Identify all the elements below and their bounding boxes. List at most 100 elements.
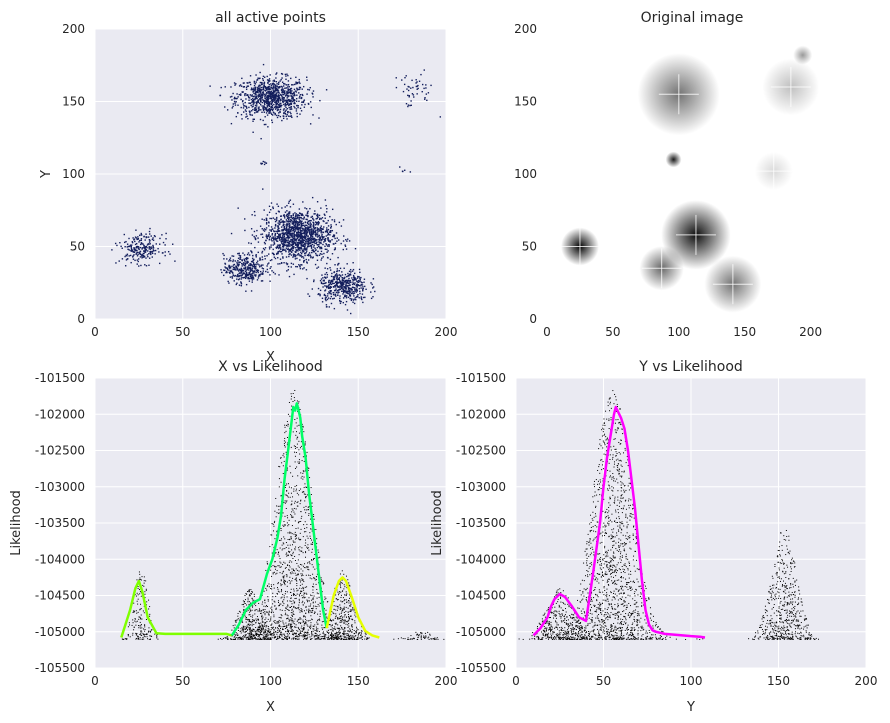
scatter-point: [312, 257, 314, 259]
scatter-point: [296, 218, 298, 220]
scatter-point: [311, 196, 314, 199]
scatter-point: [282, 221, 285, 223]
likelihood-point: [284, 583, 286, 585]
likelihood-point: [272, 627, 274, 629]
scatter-point: [411, 79, 413, 82]
scatter-point: [276, 230, 278, 233]
scatter-point: [238, 93, 240, 96]
scatter-point: [293, 273, 295, 276]
likelihood-point: [298, 636, 300, 638]
scatter-point: [268, 83, 270, 86]
scatter-point: [284, 110, 287, 112]
likelihood-point: [293, 445, 295, 447]
likelihood-point: [137, 586, 139, 588]
likelihood-point: [298, 598, 300, 600]
scatter-point: [243, 111, 245, 113]
likelihood-point: [246, 610, 248, 612]
scatter-point: [253, 102, 255, 105]
scatter-point: [304, 235, 306, 237]
scatter-point: [333, 297, 335, 300]
scatter-point: [249, 270, 252, 273]
scatter-point: [304, 238, 307, 240]
likelihood-point: [311, 608, 313, 610]
scatter-point: [278, 244, 280, 247]
scatter-point: [248, 277, 251, 280]
scatter-point: [316, 229, 319, 231]
scatter-point: [308, 223, 310, 226]
scatter-point: [407, 89, 410, 92]
scatter-point: [303, 106, 306, 108]
likelihood-point: [288, 519, 290, 521]
scatter-point: [276, 245, 278, 248]
scatter-point: [315, 235, 317, 237]
likelihood-point: [292, 475, 294, 477]
scatter-point: [283, 239, 286, 241]
scatter-point: [274, 237, 276, 239]
scatter-point: [300, 240, 303, 242]
likelihood-point: [311, 543, 313, 545]
scatter-point: [290, 91, 292, 93]
scatter-point: [255, 106, 257, 109]
likelihood-point: [273, 600, 275, 602]
likelihood-point: [282, 524, 284, 526]
scatter-point: [274, 218, 276, 221]
likelihood-point: [300, 573, 302, 575]
likelihood-point: [312, 559, 314, 561]
likelihood-point: [286, 421, 288, 423]
scatter-point: [356, 289, 358, 291]
likelihood-point: [140, 579, 142, 581]
scatter-point: [141, 248, 143, 250]
scatter-point: [238, 261, 240, 263]
scatter-point: [248, 242, 250, 244]
scatter-point: [320, 218, 322, 220]
likelihood-point: [306, 634, 308, 636]
scatter-point: [299, 237, 302, 239]
likelihood-point: [290, 393, 292, 395]
likelihood-point: [311, 631, 313, 633]
likelihood-point: [280, 583, 282, 585]
likelihood-point: [331, 635, 333, 637]
likelihood-point: [282, 605, 284, 607]
scatter-point: [335, 273, 338, 275]
likelihood-point: [277, 590, 279, 592]
likelihood-point: [306, 609, 308, 611]
scatter-point: [280, 236, 282, 239]
likelihood-point: [318, 605, 320, 607]
scatter-point: [352, 274, 355, 277]
scatter-point: [249, 268, 252, 270]
scatter-point: [296, 220, 298, 223]
likelihood-point: [311, 631, 313, 633]
scatter-point: [302, 101, 305, 104]
likelihood-point: [135, 632, 137, 634]
scatter-point: [264, 161, 266, 163]
scatter-point: [261, 258, 264, 261]
likelihood-point: [148, 630, 150, 632]
scatter-point: [257, 275, 260, 277]
scatter-point: [266, 87, 268, 89]
scatter-point: [305, 242, 307, 244]
scatter-point: [139, 256, 142, 258]
likelihood-point: [335, 633, 337, 635]
y-tick-label: 200: [62, 22, 85, 36]
scatter-point: [303, 236, 305, 239]
scatter-point: [240, 268, 243, 271]
scatter-point: [318, 243, 320, 246]
scatter-point: [231, 275, 233, 278]
scatter-point: [252, 270, 255, 273]
likelihood-point: [137, 587, 139, 589]
likelihood-point: [287, 624, 289, 626]
likelihood-point: [316, 538, 318, 540]
scatter-point: [299, 232, 301, 234]
likelihood-point: [279, 630, 281, 632]
scatter-point: [337, 274, 339, 276]
likelihood-point: [317, 619, 319, 621]
likelihood-point: [275, 635, 277, 637]
scatter-point: [280, 240, 282, 243]
scatter-point: [331, 229, 334, 232]
scatter-point: [147, 250, 149, 252]
scatter-point: [270, 106, 272, 109]
likelihood-point: [140, 634, 142, 636]
likelihood-point: [306, 634, 308, 636]
scatter-point: [142, 256, 144, 258]
